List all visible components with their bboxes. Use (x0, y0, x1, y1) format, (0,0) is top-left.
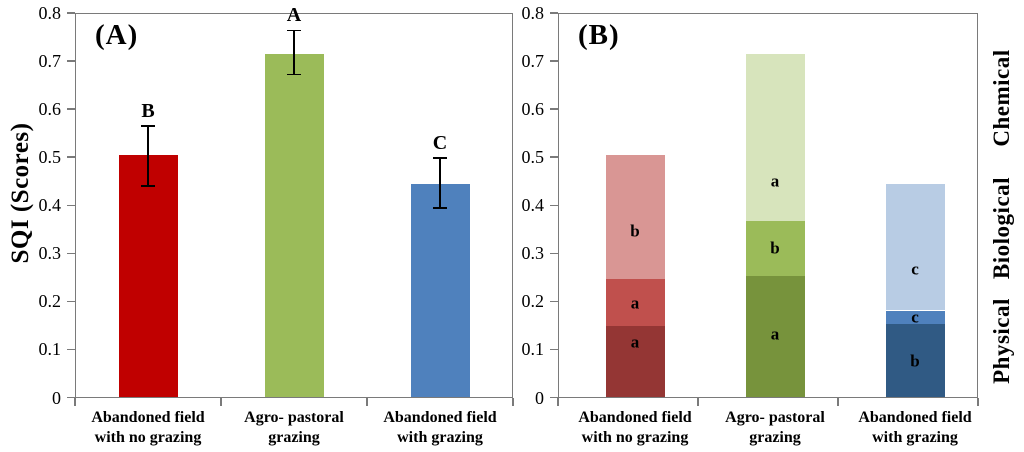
y-tick-mark (67, 156, 75, 158)
x-category-label: Abandoned field with grazing (383, 408, 497, 447)
y-tick-label: 0.1 (521, 339, 545, 360)
y-tick-label: 0.2 (38, 291, 62, 312)
y-tick-mark (67, 108, 75, 110)
segment-significance-letter: c (911, 307, 919, 327)
y-tick-label: 0.5 (38, 147, 62, 168)
error-bar-cap (287, 73, 301, 76)
y-tick-mark (67, 12, 75, 14)
segment-significance-letter: b (770, 238, 780, 258)
bar-segment (605, 154, 665, 280)
error-bar (439, 158, 441, 209)
panel-label: (B) (578, 19, 620, 51)
segment-significance-letter: a (630, 293, 640, 313)
bar-segment (885, 323, 945, 398)
error-bar-cap (141, 185, 155, 187)
significance-letter: C (432, 132, 448, 155)
bar-segment (885, 183, 945, 311)
x-tick-mark (697, 397, 699, 406)
y-tick-mark (550, 300, 558, 303)
y-tick-mark (550, 396, 558, 399)
y-tick-mark (550, 156, 558, 158)
y-tick-label: 0.4 (38, 195, 62, 216)
y-tick-label: 0.3 (521, 243, 545, 264)
y-tick-label: 0.3 (38, 243, 62, 264)
y-tick-mark (67, 348, 75, 351)
segment-significance-letter: c (911, 259, 919, 279)
y-tick-mark (67, 204, 75, 206)
x-tick-mark (74, 397, 76, 406)
error-bar-cap (433, 207, 447, 209)
x-tick-mark (220, 397, 222, 406)
y-tick-mark (550, 252, 558, 255)
segment-significance-letter: b (910, 351, 920, 371)
error-bar (147, 125, 149, 187)
segment-significance-letter: a (770, 171, 780, 191)
significance-letter: B (141, 99, 155, 122)
y-tick-label: 0.8 (521, 3, 545, 23)
y-tick-label: 0.2 (521, 291, 545, 312)
error-bar-cap (433, 157, 447, 159)
y-tick-mark (67, 300, 75, 303)
segment-significance-letter: b (630, 221, 640, 241)
right-axis-label-physical: Physical (989, 298, 1014, 384)
x-category-label: Abandoned field with no grazing (91, 408, 205, 447)
y-tick-mark (550, 60, 558, 62)
y-tick-label: 0.4 (521, 195, 545, 216)
bar-segment (745, 275, 805, 398)
panel-label: (A) (95, 19, 139, 51)
bar-segment (605, 326, 665, 398)
x-tick-mark (977, 397, 979, 406)
y-tick-label: 0.6 (38, 99, 62, 120)
y-tick-label: 0.7 (38, 51, 62, 72)
y-tick-label: 0.5 (521, 147, 545, 168)
right-axis-label-chemical: Chemical (989, 49, 1014, 147)
y-tick-mark (550, 204, 558, 206)
y-tick-mark (550, 12, 558, 14)
x-category-label: Agro- pastoral grazing (244, 408, 344, 447)
y-tick-mark (550, 108, 558, 110)
x-tick-mark (837, 397, 839, 406)
error-bar-cap (287, 29, 301, 32)
y-tick-label: 0 (52, 387, 61, 408)
x-category-label: Agro- pastoral grazing (725, 408, 825, 447)
bar (118, 154, 178, 398)
y-axis-title: SQI (Scores) (7, 122, 34, 264)
x-tick-mark (366, 397, 368, 406)
right-axis-label-biological: Biological (989, 176, 1014, 280)
y-tick-label: 0.7 (521, 51, 545, 72)
bar-segment (885, 310, 945, 324)
y-tick-label: 0 (535, 387, 544, 408)
segment-significance-letter: a (770, 324, 780, 344)
bar-segment (745, 53, 805, 221)
x-tick-mark (512, 397, 514, 406)
error-bar (293, 30, 295, 75)
significance-letter: A (286, 4, 302, 27)
x-tick-mark (557, 397, 559, 406)
y-tick-mark (67, 60, 75, 62)
bar (410, 183, 470, 398)
y-tick-mark (67, 252, 75, 255)
y-tick-mark (67, 396, 75, 399)
bar-segment (745, 220, 805, 276)
y-tick-label: 0.1 (38, 339, 62, 360)
x-category-label: Abandoned field with no grazing (578, 408, 692, 447)
y-tick-label: 0.6 (521, 99, 545, 120)
x-category-label: Abandoned field with grazing (858, 408, 972, 447)
y-tick-label: 0.8 (38, 3, 62, 23)
error-bar-cap (141, 125, 155, 127)
bar (264, 53, 324, 398)
bar-segment (605, 279, 665, 327)
y-tick-mark (550, 348, 558, 351)
segment-significance-letter: a (630, 332, 640, 352)
